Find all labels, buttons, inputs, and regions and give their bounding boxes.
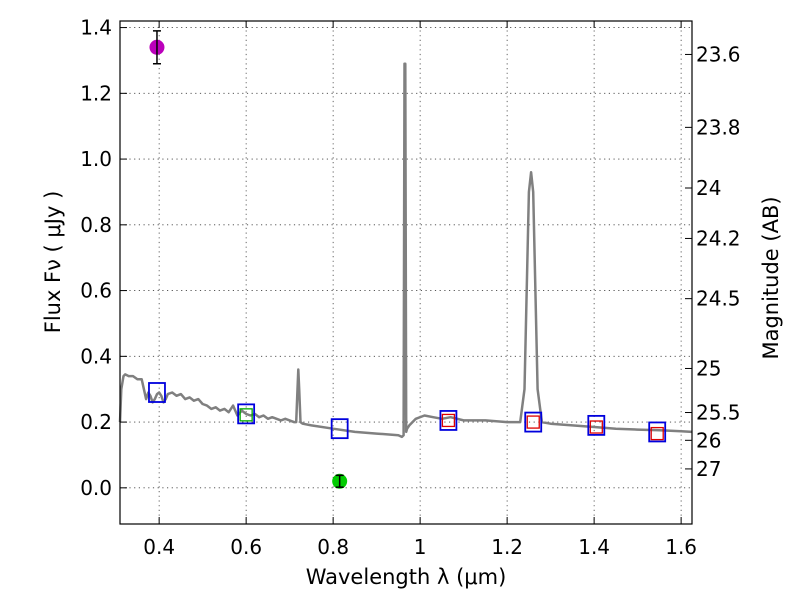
x-tick-label: 1.4 <box>578 535 610 559</box>
spectrum-line <box>118 62 693 439</box>
right-tick-label: 24 <box>696 176 721 200</box>
x-tick-label: 1 <box>414 535 427 559</box>
plot-frame <box>119 20 693 525</box>
y-tick-label: 1.4 <box>80 16 112 40</box>
observed-photometry-square <box>650 426 664 441</box>
observed-photometry-square <box>589 420 603 434</box>
model-photometry-square <box>148 382 166 403</box>
x-tick-label: 1.2 <box>491 535 523 559</box>
y-tick-label: 0.8 <box>80 213 112 237</box>
right-tick-label: 24.2 <box>696 226 741 250</box>
right-tick-label: 27 <box>696 457 721 481</box>
observed-photometry-square <box>441 413 456 428</box>
y-tick-label: 1.2 <box>80 81 112 105</box>
model-photometry-square <box>439 410 458 431</box>
y-tick-label: 0.6 <box>80 279 112 303</box>
right-tick-label: 24.5 <box>696 287 741 311</box>
x-tick-label: 1.6 <box>665 535 697 559</box>
y-tick-label: 1.0 <box>80 147 112 171</box>
model-photometry-square <box>587 414 606 436</box>
right-tick-label: 23.6 <box>696 42 741 66</box>
model-photometry-square <box>524 411 543 433</box>
ticks: 0.4 0.6 0.8 1 1.2 1.4 1.6 0.0 0.2 0.4 0.6 0.8 1.0 1.2… <box>80 16 740 559</box>
y-tick-label: 0.0 <box>80 476 112 500</box>
x-axis-label: Wavelength λ (μm) <box>306 565 507 589</box>
x-tick-label: 0.8 <box>317 535 349 559</box>
right-tick-label: 25.5 <box>696 401 741 425</box>
right-tick-label: 25 <box>696 356 721 380</box>
x-tick-label: 0.4 <box>143 535 175 559</box>
model-photometry-square <box>648 421 667 443</box>
y-tick-label: 0.2 <box>80 410 112 434</box>
observed-photometry-square <box>239 408 253 422</box>
model-photometry-square <box>237 403 256 425</box>
grid <box>120 21 692 524</box>
x-tick-label: 0.6 <box>230 535 262 559</box>
y-axis-label: Flux Fν ( μJy ) <box>41 191 65 334</box>
observed-photometry-square <box>526 415 540 429</box>
right-tick-label: 26 <box>696 428 721 452</box>
y-tick-label: 0.4 <box>80 344 112 368</box>
right-tick-label: 23.8 <box>696 115 741 139</box>
series-layer <box>118 30 693 489</box>
right-axis-label: Magnitude (AB) <box>759 196 783 359</box>
model-photometry-square <box>330 418 349 440</box>
